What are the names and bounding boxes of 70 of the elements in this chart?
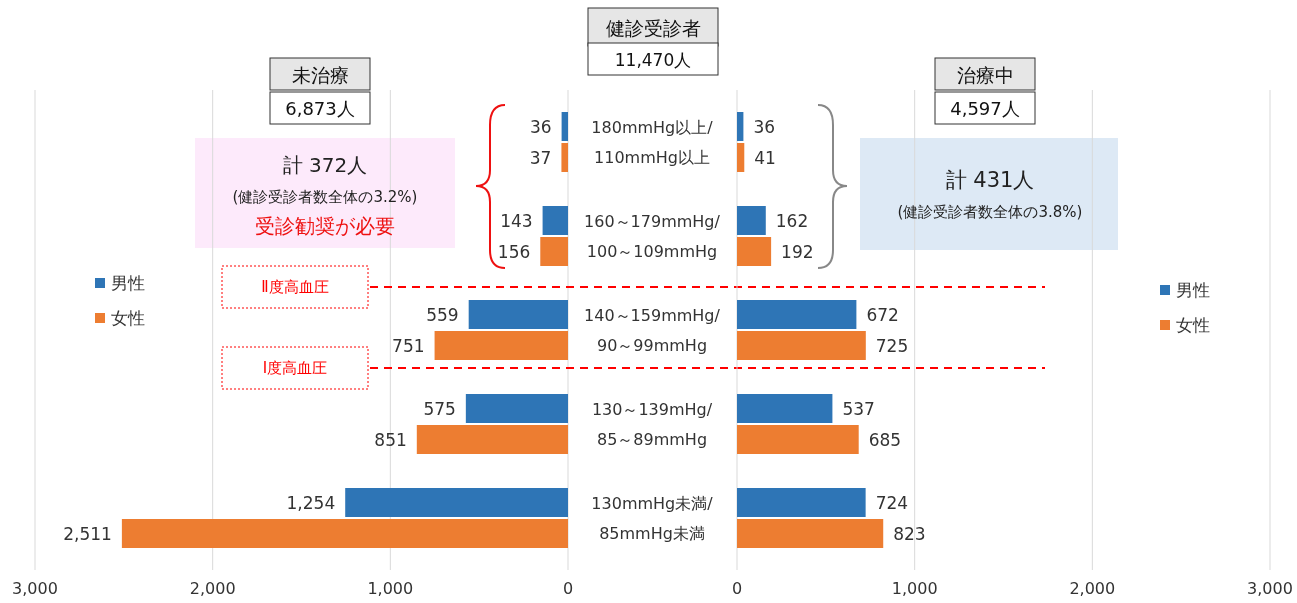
bar <box>737 394 833 423</box>
chart-subtitle: 4,597人 <box>950 97 1020 119</box>
y-tick-label: 130～139mHg/85～89mmHg <box>591 399 713 449</box>
bar <box>540 237 568 266</box>
data-label: 41 <box>754 147 776 168</box>
data-label: 725 <box>875 335 909 356</box>
data-label: 156 <box>497 241 531 262</box>
y-tick-label: 180mmHg以上/110mmHg以上 <box>591 117 714 167</box>
y-tick-label: 130mmHg未満/85mmHg未満 <box>591 493 714 543</box>
data-label: 685 <box>868 429 902 450</box>
y-tick-label: 140～159mmHg/90～99mmHg <box>584 305 721 355</box>
annotation: 受診勧奨が必要 <box>255 214 395 238</box>
x-tick-label: 3,000 <box>1247 578 1293 598</box>
data-label: 192 <box>781 241 814 262</box>
legend-label: 女性 <box>111 308 145 328</box>
legend-label: 女性 <box>1176 315 1210 335</box>
bar <box>737 206 766 235</box>
bar <box>737 112 744 141</box>
data-label: 672 <box>866 304 899 325</box>
data-label: 559 <box>426 304 459 325</box>
chart-title: 治療中 <box>956 64 1014 86</box>
bar <box>561 143 568 172</box>
bar <box>345 488 568 517</box>
bar <box>737 488 866 517</box>
bar <box>121 519 568 548</box>
x-tick-label: 2,000 <box>1069 578 1116 598</box>
bar <box>737 425 859 454</box>
data-label: 1,254 <box>286 492 336 513</box>
bar <box>465 394 568 423</box>
data-label: 724 <box>875 492 909 513</box>
data-label: 823 <box>893 523 926 544</box>
bar <box>737 237 772 266</box>
text: 11,470人 <box>614 50 692 70</box>
legend-label: 男性 <box>111 273 145 293</box>
bar <box>434 331 568 360</box>
bar <box>416 425 568 454</box>
bar <box>737 143 745 172</box>
bar <box>561 112 568 141</box>
x-tick-label: 1,000 <box>891 578 938 598</box>
data-label: 575 <box>423 398 456 419</box>
x-tick-label: 0 <box>731 578 743 598</box>
y-tick-label: 160～179mmHg/100～109mmHg <box>584 211 721 261</box>
text: 健診受診者 <box>605 17 701 39</box>
bar <box>737 300 857 329</box>
data-label: 36 <box>529 116 552 137</box>
data-label: 162 <box>775 210 809 231</box>
bar <box>468 300 568 329</box>
x-tick-label: 2,000 <box>189 578 236 598</box>
data-label: 851 <box>374 429 407 450</box>
annotation: (健診受診者数全体の3.2%) <box>232 188 418 206</box>
data-label: 2,511 <box>63 523 112 544</box>
annotation: Ⅱ度高血圧 <box>261 278 329 296</box>
bar <box>737 331 866 360</box>
bar <box>737 519 884 548</box>
bar <box>542 206 568 235</box>
annotation: (健診受診者数全体の3.8%) <box>897 203 1083 221</box>
data-label: 537 <box>842 398 875 419</box>
annotation: 計 431人 <box>945 168 1035 192</box>
legend-label: 男性 <box>1176 280 1210 300</box>
data-label: 143 <box>500 210 533 231</box>
data-label: 751 <box>392 335 425 356</box>
annotation: Ⅰ度高血圧 <box>262 359 328 377</box>
chart-title: 未治療 <box>291 64 349 86</box>
x-tick-label: 1,000 <box>367 578 414 598</box>
x-tick-label: 3,000 <box>12 578 58 598</box>
x-tick-label: 0 <box>562 578 574 598</box>
annotation: 計 372人 <box>282 153 368 177</box>
data-label: 37 <box>529 147 552 168</box>
chart-subtitle: 6,873人 <box>285 97 355 119</box>
data-label: 36 <box>753 116 776 137</box>
